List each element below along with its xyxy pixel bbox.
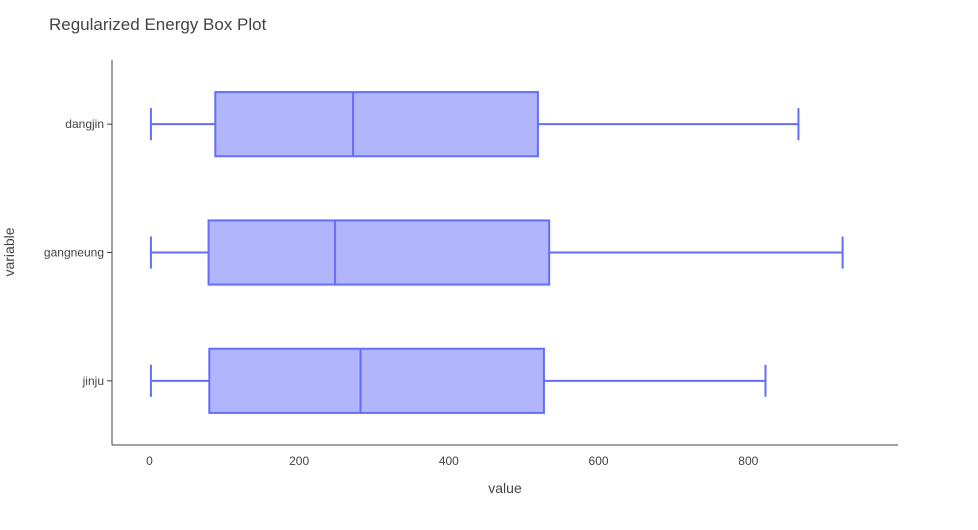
x-tick-label: 600 [589, 454, 609, 468]
y-tick-label: jinju [82, 374, 104, 388]
box-gangneung [207, 219, 551, 286]
plot-area: 0 200 400 600 800 dangjin gangneung jinju [44, 60, 898, 468]
x-tick-label: 400 [439, 454, 459, 468]
x-tick-label: 0 [146, 454, 153, 468]
y-axis-title: variable [1, 227, 17, 276]
x-tick-label: 200 [289, 454, 309, 468]
box-dangjin [214, 91, 539, 158]
x-tick-label: 800 [738, 454, 758, 468]
box-jinju [208, 347, 545, 414]
y-tick-label: gangneung [44, 246, 104, 260]
x-axis-title: value [488, 480, 522, 496]
chart-title: Regularized Energy Box Plot [49, 15, 267, 34]
y-tick-label: dangjin [65, 117, 104, 131]
